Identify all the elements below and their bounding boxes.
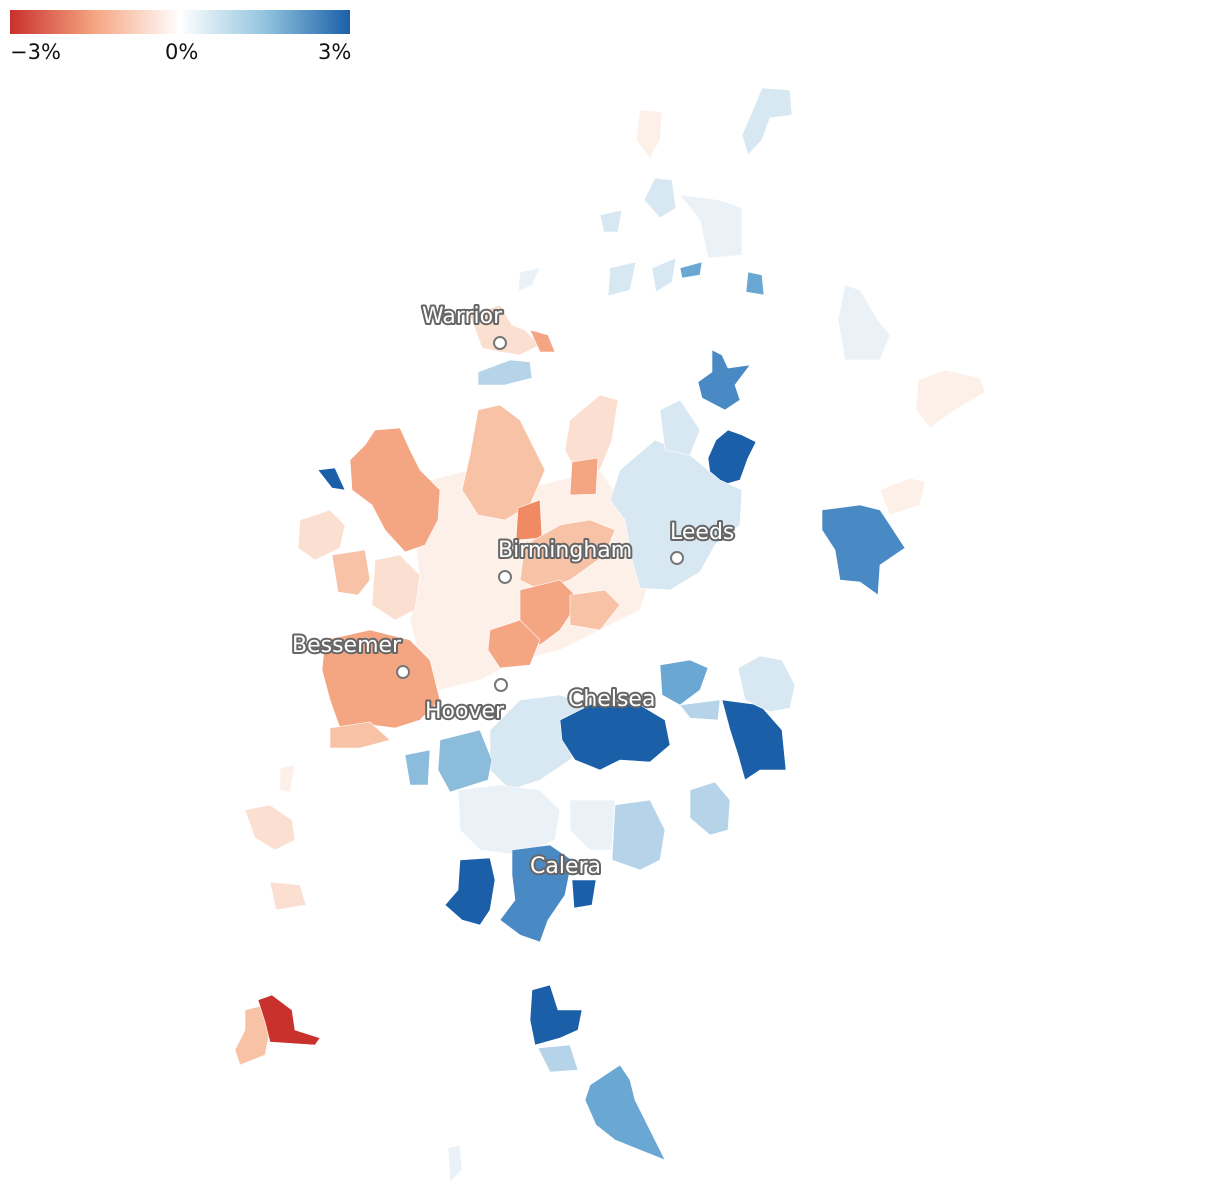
region-north-3[interactable] <box>643 177 677 219</box>
region-calera-3[interactable] <box>571 879 597 909</box>
region-north-1[interactable] <box>741 87 793 156</box>
calera-label: Calera <box>530 854 601 879</box>
region-sw-4[interactable] <box>257 994 321 1046</box>
leeds-dot <box>670 551 684 565</box>
region-east-2[interactable] <box>879 477 926 516</box>
region-west-1[interactable] <box>349 427 441 553</box>
region-north-11[interactable] <box>915 369 986 429</box>
birmingham-label: Birmingham <box>498 538 632 563</box>
hoover-label: Hoover <box>425 699 505 724</box>
region-hoover-3[interactable] <box>404 749 431 786</box>
leeds-label: Leeds <box>670 520 734 545</box>
region-warrior-3[interactable] <box>477 359 533 386</box>
birmingham-dot <box>498 570 512 584</box>
region-chelsea-4[interactable] <box>721 699 787 781</box>
region-north-7[interactable] <box>651 257 677 293</box>
region-sw-2[interactable] <box>269 881 307 911</box>
region-west-3[interactable] <box>331 549 371 596</box>
region-north-4[interactable] <box>679 194 743 259</box>
legend-gradient-bar <box>10 10 350 34</box>
city-markers: Warrior Birmingham Leeds Bessemer Hoover… <box>290 302 736 881</box>
region-bham-n2[interactable] <box>564 394 619 471</box>
region-north-9[interactable] <box>745 271 765 296</box>
region-north-6[interactable] <box>607 261 637 297</box>
region-chelsea-5[interactable] <box>737 655 796 713</box>
region-bham-s2[interactable] <box>487 619 541 669</box>
region-chelsea-1[interactable] <box>559 699 671 771</box>
region-bham-n3[interactable] <box>569 457 599 496</box>
bessemer-dot <box>396 665 410 679</box>
region-bham-s3[interactable] <box>569 589 621 631</box>
region-sw-1[interactable] <box>244 804 296 851</box>
region-leeds[interactable] <box>609 439 743 591</box>
region-calera-2[interactable] <box>499 844 573 943</box>
region-south-2[interactable] <box>537 1044 579 1073</box>
legend-mid-label: 0% <box>165 40 199 64</box>
hoover-dot <box>494 678 508 692</box>
region-west-2[interactable] <box>297 509 346 561</box>
legend-min-label: −3% <box>10 40 61 64</box>
region-chelsea-3[interactable] <box>679 699 721 721</box>
bessemer-label: Bessemer <box>292 633 402 658</box>
region-sw-5[interactable] <box>279 764 296 793</box>
region-north-2[interactable] <box>635 109 663 159</box>
region-north-10[interactable] <box>837 284 891 361</box>
region-north-8[interactable] <box>679 261 703 279</box>
region-ne-2[interactable] <box>707 429 757 489</box>
region-south-3[interactable] <box>584 1064 666 1161</box>
warrior-dot <box>493 336 507 350</box>
region-se-3[interactable] <box>569 799 616 851</box>
region-bessemer-s[interactable] <box>329 721 391 749</box>
region-north-5[interactable] <box>599 209 623 233</box>
chelsea-label: Chelsea <box>568 687 655 712</box>
warrior-label: Warrior <box>422 304 503 329</box>
region-north-12[interactable] <box>517 267 541 293</box>
region-east-1[interactable] <box>821 504 906 596</box>
region-se-2[interactable] <box>689 781 731 836</box>
region-warrior-2[interactable] <box>529 329 556 353</box>
region-west-4[interactable] <box>371 554 421 621</box>
region-hoover-4[interactable] <box>457 784 561 856</box>
region-south-1[interactable] <box>529 984 583 1046</box>
region-se-1[interactable] <box>611 799 666 871</box>
region-bessemer[interactable] <box>321 629 441 729</box>
region-leeds-2[interactable] <box>659 399 701 456</box>
region-south-4[interactable] <box>447 1144 463 1183</box>
color-legend: −3% 0% 3% <box>10 10 351 64</box>
region-bham-e1[interactable] <box>519 519 616 591</box>
region-chelsea-2[interactable] <box>659 659 709 706</box>
legend-max-label: 3% <box>318 40 352 64</box>
region-hoover-2[interactable] <box>437 729 493 793</box>
region-west-5[interactable] <box>317 467 346 491</box>
region-calera-1[interactable] <box>444 857 496 926</box>
region-ne-1[interactable] <box>697 349 751 411</box>
